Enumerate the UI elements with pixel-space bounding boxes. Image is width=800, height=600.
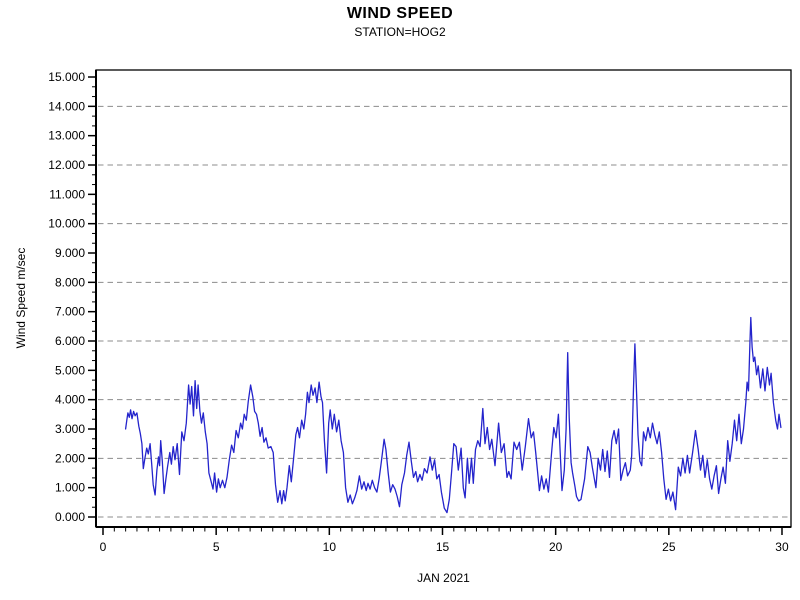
x-tick-label: 5 — [213, 540, 220, 554]
y-tick-label: 13.000 — [48, 129, 85, 143]
x-tick-label: 20 — [549, 540, 563, 554]
y-tick-label: 2.000 — [55, 451, 85, 465]
x-tick-label: 25 — [662, 540, 676, 554]
y-tick-label: 11.000 — [49, 187, 85, 201]
y-tick-label: 7.000 — [55, 305, 85, 319]
y-tick-label: 8.000 — [55, 275, 85, 289]
y-tick-label: 12.000 — [48, 158, 85, 172]
y-tick-label: 5.000 — [55, 363, 85, 377]
chart-title: WIND SPEED — [346, 5, 454, 22]
y-tick-label: 1.000 — [55, 481, 85, 495]
x-tick-label: 15 — [436, 540, 450, 554]
wind-speed-line — [124, 316, 782, 514]
x-tick-label: 10 — [323, 540, 337, 554]
y-tick-label: 14.000 — [48, 99, 85, 113]
y-tick-label: 3.000 — [55, 422, 85, 436]
y-tick-label: 10.000 — [48, 217, 85, 231]
y-axis-title: Wind Speed m/sec — [14, 247, 28, 349]
x-tick-label: 30 — [775, 540, 789, 554]
x-tick-label: 0 — [100, 540, 107, 554]
y-tick-label: 9.000 — [55, 246, 85, 260]
y-tick-label: 4.000 — [55, 393, 85, 407]
y-tick-label: 6.000 — [55, 334, 85, 348]
y-tick-label: 15.000 — [48, 70, 85, 84]
chart-subtitle: STATION=HOG2 — [354, 25, 446, 39]
y-tick-label: 0.000 — [55, 510, 85, 524]
x-axis-title: JAN 2021 — [417, 571, 470, 585]
